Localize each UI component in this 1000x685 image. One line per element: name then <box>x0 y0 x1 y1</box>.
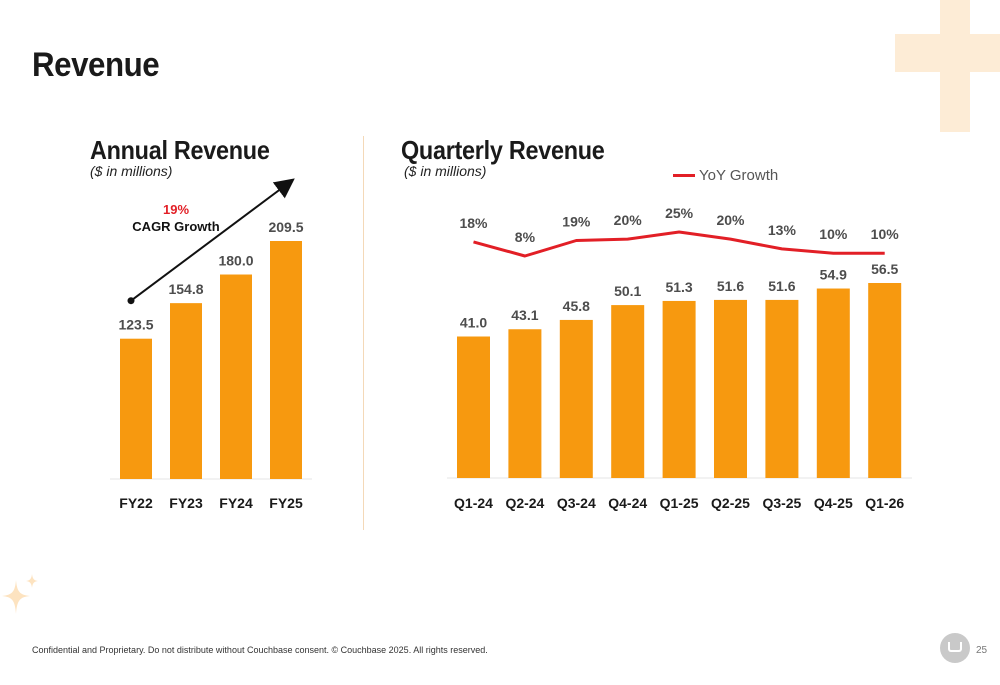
annual-bar-fy22 <box>120 339 152 479</box>
annual-value-label: 154.8 <box>168 281 203 297</box>
quarterly-value-label: 50.1 <box>614 283 641 299</box>
quarterly-category-label: Q2-24 <box>505 495 544 511</box>
yoy-growth-label: 19% <box>562 213 591 229</box>
quarterly-value-label: 51.3 <box>665 279 692 295</box>
annual-bar-fy24 <box>220 275 252 479</box>
quarterly-bar-q3-25 <box>765 300 798 478</box>
quarterly-bar-q4-24 <box>611 305 644 478</box>
quarterly-bar-q1-26 <box>868 283 901 478</box>
quarterly-bar-q4-25 <box>817 289 850 478</box>
yoy-growth-label: 25% <box>665 205 694 221</box>
quarterly-bar-q3-24 <box>560 320 593 478</box>
yoy-growth-label: 20% <box>716 212 745 228</box>
footer-disclaimer: Confidential and Proprietary. Do not dis… <box>32 645 488 655</box>
annual-category-label: FY23 <box>169 495 203 511</box>
quarterly-value-label: 51.6 <box>717 278 744 294</box>
yoy-growth-label: 20% <box>614 212 643 228</box>
quarterly-value-label: 41.0 <box>460 314 487 330</box>
revenue-charts: 123.5 FY22 154.8 FY23 180.0 FY24 209.5 FY25 41.… <box>0 0 1000 685</box>
annual-value-label: 209.5 <box>268 219 303 235</box>
quarterly-category-label: Q2-25 <box>711 495 750 511</box>
quarterly-value-label: 56.5 <box>871 261 898 277</box>
yoy-growth-label: 10% <box>819 226 848 242</box>
quarterly-category-label: Q4-24 <box>608 495 647 511</box>
quarterly-category-label: Q4-25 <box>814 495 853 511</box>
quarterly-category-label: Q1-26 <box>865 495 904 511</box>
quarterly-value-label: 54.9 <box>820 267 847 283</box>
quarterly-value-label: 45.8 <box>563 298 590 314</box>
annual-category-label: FY22 <box>119 495 153 511</box>
quarterly-bar-q1-24 <box>457 336 490 478</box>
annual-bar-fy25 <box>270 241 302 479</box>
quarterly-category-label: Q1-24 <box>454 495 493 511</box>
quarterly-value-label: 51.6 <box>768 278 795 294</box>
annual-category-label: FY25 <box>269 495 303 511</box>
annual-revenue-chart: 123.5 FY22 154.8 FY23 180.0 FY24 209.5 FY25 <box>110 182 312 511</box>
quarterly-revenue-chart: 41.0 Q1-24 43.1 Q2-24 45.8 Q3-24 50.1 Q4-24 51.3… <box>447 205 912 511</box>
quarterly-value-label: 43.1 <box>511 307 538 323</box>
page-number: 25 <box>976 645 987 656</box>
annual-value-label: 123.5 <box>118 317 153 333</box>
annual-category-label: FY24 <box>219 495 253 511</box>
yoy-growth-label: 13% <box>768 222 797 238</box>
quarterly-category-label: Q1-25 <box>660 495 699 511</box>
quarterly-bar-q2-24 <box>508 329 541 478</box>
quarterly-category-label: Q3-24 <box>557 495 596 511</box>
quarterly-bar-q1-25 <box>663 301 696 478</box>
yoy-growth-label: 8% <box>515 229 536 245</box>
yoy-growth-label: 10% <box>871 226 900 242</box>
quarterly-category-label: Q3-25 <box>762 495 801 511</box>
couchbase-logo-icon <box>940 633 970 663</box>
quarterly-bar-q2-25 <box>714 300 747 478</box>
annual-bar-fy23 <box>170 303 202 479</box>
yoy-growth-label: 18% <box>459 215 488 231</box>
cagr-arrow <box>131 182 290 301</box>
annual-value-label: 180.0 <box>218 253 253 269</box>
